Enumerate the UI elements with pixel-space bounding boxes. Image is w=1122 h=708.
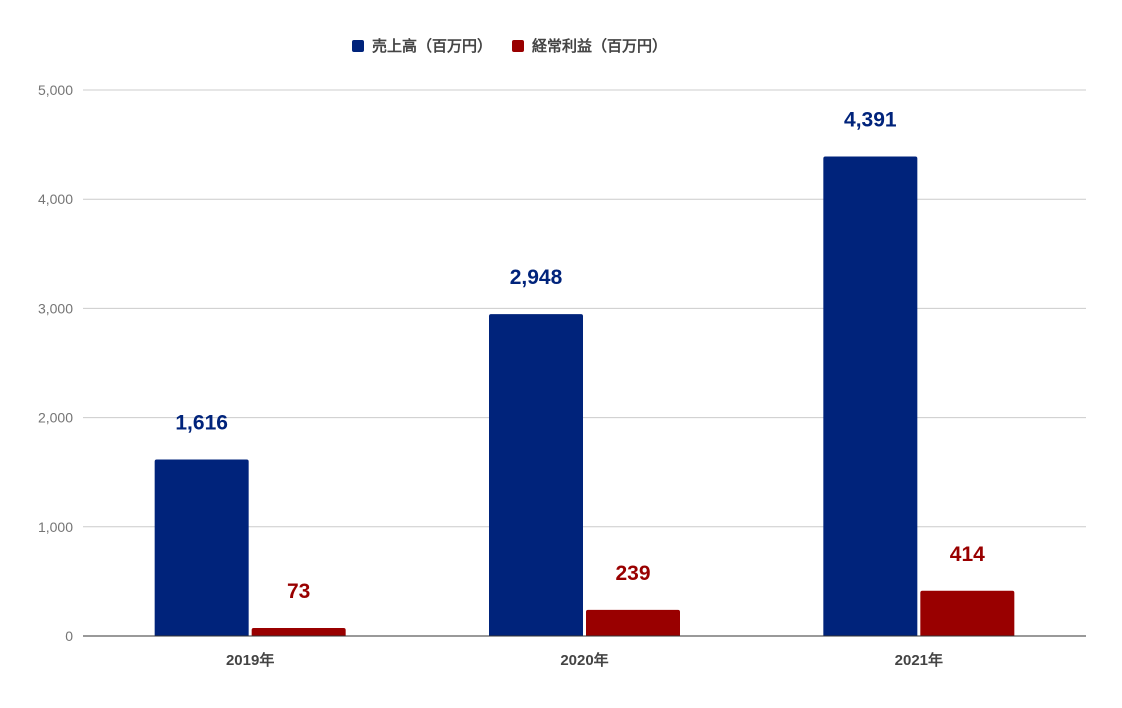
bar-profit-2 — [920, 590, 1015, 636]
y-tick-label: 3,000 — [38, 300, 73, 316]
legend-swatch-sales — [352, 40, 364, 52]
data-labels: 1,616 73 2,948 239 4,391 414 — [175, 109, 985, 604]
x-tick-label: 2020年 — [560, 651, 608, 669]
y-tick-label: 1,000 — [38, 519, 73, 535]
data-label: 1,616 — [175, 412, 228, 435]
x-tick-label: 2021年 — [895, 651, 943, 669]
data-label: 4,391 — [844, 109, 897, 132]
grid-lines — [83, 89, 1086, 528]
x-axis: 2019年 2020年 2021年 — [83, 635, 1086, 669]
y-axis-ticks: 0 1,000 2,000 3,000 4,000 5,000 — [38, 82, 73, 644]
bar-profit-1 — [586, 609, 680, 636]
y-tick-label: 0 — [65, 628, 73, 644]
legend: 売上高（百万円） 経常利益（百万円） — [352, 37, 667, 55]
x-tick-label: 2019年 — [226, 651, 274, 669]
y-tick-label: 2,000 — [38, 410, 73, 426]
bar-sales-1 — [489, 314, 583, 636]
legend-label: 売上高（百万円） — [372, 37, 492, 55]
bar-sales-2 — [823, 156, 918, 636]
data-label: 2,948 — [510, 266, 563, 289]
y-tick-label: 4,000 — [38, 191, 73, 207]
data-label: 239 — [615, 562, 650, 585]
data-label: 414 — [950, 543, 985, 566]
bars — [154, 156, 1015, 636]
data-label: 73 — [287, 580, 310, 603]
legend-label: 経常利益（百万円） — [532, 37, 667, 55]
legend-swatch-profit — [512, 40, 524, 52]
bar-profit-0 — [251, 628, 346, 636]
y-tick-label: 5,000 — [38, 82, 73, 98]
bar-sales-0 — [154, 459, 249, 636]
